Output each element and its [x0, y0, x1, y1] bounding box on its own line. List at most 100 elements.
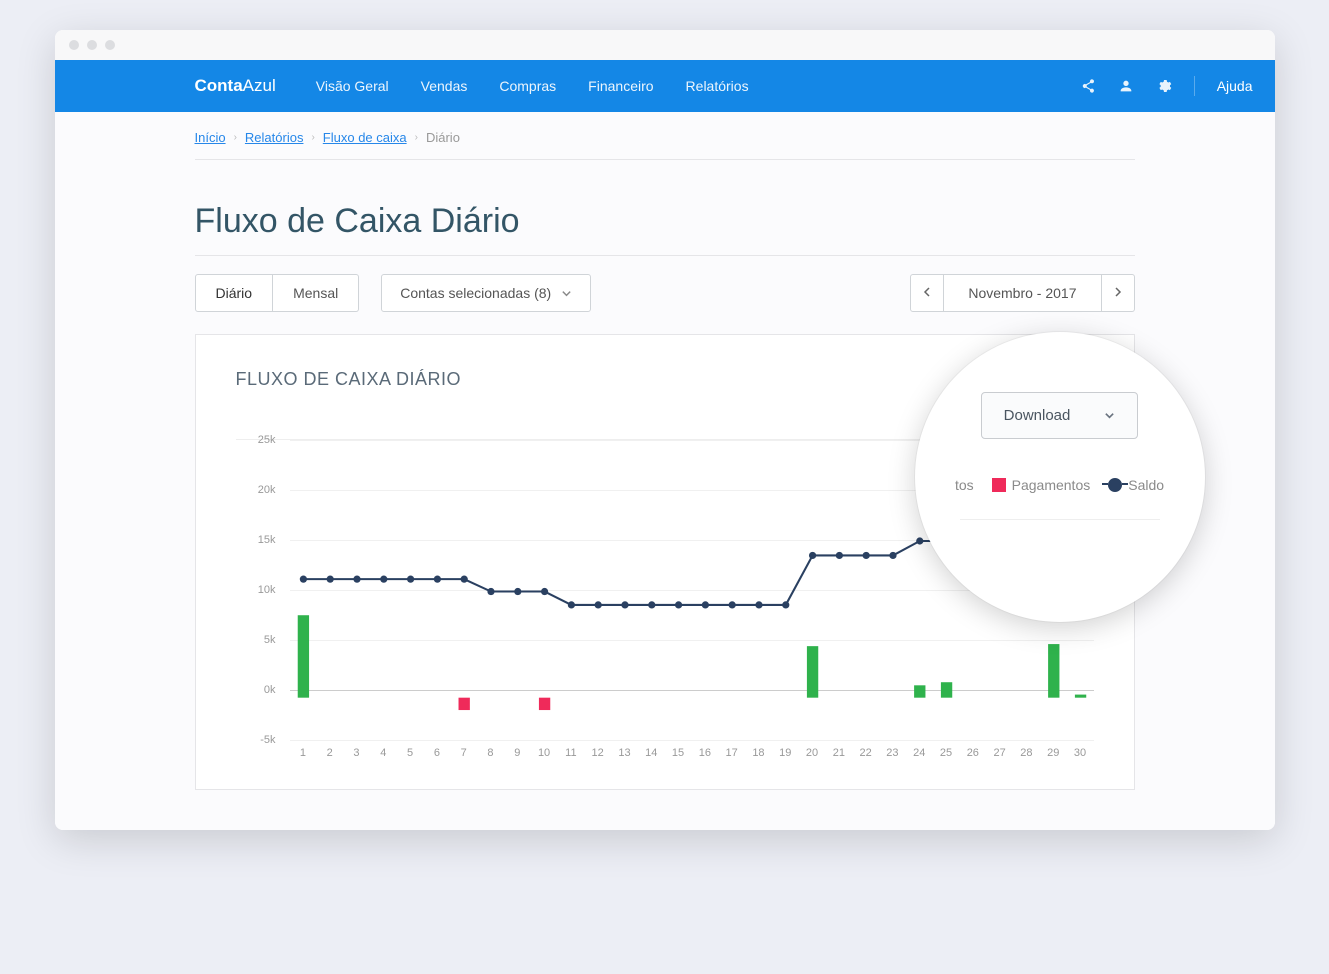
period-tab-mensal[interactable]: Mensal: [273, 274, 359, 312]
marker-saldo: [648, 601, 655, 608]
x-tick: 18: [745, 739, 772, 769]
breadcrumb-link-0[interactable]: Início: [195, 130, 226, 145]
x-tick: 8: [477, 739, 504, 769]
nav-link-1[interactable]: Vendas: [421, 78, 468, 94]
marker-saldo: [299, 576, 306, 583]
magnifier-legend-suffix: tos: [955, 477, 974, 493]
period-segmented: DiárioMensal: [195, 274, 360, 312]
marker-saldo: [514, 588, 521, 595]
traffic-light-min[interactable]: [87, 40, 97, 50]
month-next-button[interactable]: [1102, 274, 1135, 312]
user-icon[interactable]: [1118, 78, 1134, 94]
marker-saldo: [728, 601, 735, 608]
marker-saldo: [433, 576, 440, 583]
y-tick: 20k: [258, 484, 276, 496]
marker-saldo: [755, 601, 762, 608]
x-tick: 26: [959, 739, 986, 769]
x-tick: 20: [799, 739, 826, 769]
marker-saldo: [782, 601, 789, 608]
breadcrumb-link-2[interactable]: Fluxo de caixa: [323, 130, 407, 145]
marker-saldo: [353, 576, 360, 583]
x-tick: 27: [986, 739, 1013, 769]
x-tick: 28: [1013, 739, 1040, 769]
swatch-pagamentos: [992, 478, 1006, 492]
x-tick: 25: [933, 739, 960, 769]
marker-saldo: [540, 588, 547, 595]
marker-saldo: [701, 601, 708, 608]
chevron-right-icon: [1114, 287, 1122, 297]
marker-saldo: [380, 576, 387, 583]
x-tick: 7: [450, 739, 477, 769]
accounts-dropdown[interactable]: Contas selecionadas (8): [381, 274, 591, 312]
accounts-dropdown-label: Contas selecionadas (8): [400, 285, 551, 301]
legend-saldo[interactable]: Saldo: [1108, 477, 1164, 493]
period-tab-diário[interactable]: Diário: [195, 274, 274, 312]
nav-right: Ajuda: [1080, 76, 1253, 96]
breadcrumb-sep: ›: [311, 132, 314, 143]
x-tick: 23: [879, 739, 906, 769]
bar-pagamentos: [458, 698, 469, 710]
breadcrumb-current: Diário: [426, 130, 460, 145]
swatch-saldo: [1108, 478, 1122, 492]
marker-saldo: [594, 601, 601, 608]
breadcrumb-sep: ›: [234, 132, 237, 143]
magnifier-legend: tos Pagamentos Saldo: [955, 477, 1164, 493]
chevron-left-icon: [923, 287, 931, 297]
y-tick: 5k: [264, 634, 276, 646]
x-tick: 14: [638, 739, 665, 769]
marker-saldo: [326, 576, 333, 583]
traffic-light-max[interactable]: [105, 40, 115, 50]
top-nav: ContaAzul Visão Geral Vendas Compras Financ…: [55, 60, 1275, 112]
nav-divider: [1194, 76, 1195, 96]
x-tick: 19: [772, 739, 799, 769]
y-tick: 15k: [258, 534, 276, 546]
share-icon[interactable]: [1080, 78, 1096, 94]
nav-link-2[interactable]: Compras: [499, 78, 556, 94]
chevron-down-icon: [561, 288, 572, 299]
gear-icon[interactable]: [1156, 78, 1172, 94]
x-tick: 29: [1040, 739, 1067, 769]
window-titlebar: [55, 30, 1275, 60]
brand-part1: Conta: [195, 76, 243, 95]
x-tick: 4: [370, 739, 397, 769]
toolbar: DiárioMensal Contas selecionadas (8) Nov…: [195, 274, 1135, 312]
x-tick: 24: [906, 739, 933, 769]
download-button-label: Download: [1004, 407, 1071, 424]
legend-saldo-label: Saldo: [1128, 477, 1164, 493]
brand-logo[interactable]: ContaAzul: [195, 76, 276, 96]
x-tick: 22: [852, 739, 879, 769]
download-button[interactable]: Download: [981, 392, 1139, 439]
month-prev-button[interactable]: [910, 274, 944, 312]
marker-saldo: [674, 601, 681, 608]
x-tick: 16: [691, 739, 718, 769]
breadcrumb-link-1[interactable]: Relatórios: [245, 130, 304, 145]
magnifier-divider: [960, 519, 1160, 520]
bar-pagamentos: [538, 698, 549, 710]
traffic-light-close[interactable]: [69, 40, 79, 50]
marker-saldo: [460, 576, 467, 583]
nav-link-4[interactable]: Relatórios: [686, 78, 749, 94]
app-window: ContaAzul Visão Geral Vendas Compras Financ…: [55, 30, 1275, 830]
nav-link-3[interactable]: Financeiro: [588, 78, 653, 94]
x-tick: 30: [1067, 739, 1094, 769]
x-tick: 2: [316, 739, 343, 769]
y-tick: 10k: [258, 584, 276, 596]
marker-saldo: [808, 552, 815, 559]
x-axis: 1234567891011121314151617181920212223242…: [290, 739, 1094, 769]
nav-link-0[interactable]: Visão Geral: [316, 78, 389, 94]
y-tick: 0k: [264, 684, 276, 696]
x-tick: 10: [531, 739, 558, 769]
bar-recebimentos: [297, 615, 308, 697]
y-tick: -5k: [260, 734, 275, 746]
help-link[interactable]: Ajuda: [1217, 78, 1253, 94]
nav-links: Visão Geral Vendas Compras Financeiro Relató…: [316, 78, 749, 94]
y-tick: 25k: [258, 434, 276, 446]
marker-saldo: [487, 588, 494, 595]
x-tick: 17: [718, 739, 745, 769]
legend-pagamentos[interactable]: Pagamentos: [992, 477, 1091, 493]
magnifier-overlay: Download tos Pagamentos Saldo: [915, 332, 1205, 622]
y-axis: -5k0k5k10k15k20k25k: [236, 440, 284, 739]
x-tick: 9: [504, 739, 531, 769]
marker-saldo: [621, 601, 628, 608]
x-tick: 11: [557, 739, 584, 769]
